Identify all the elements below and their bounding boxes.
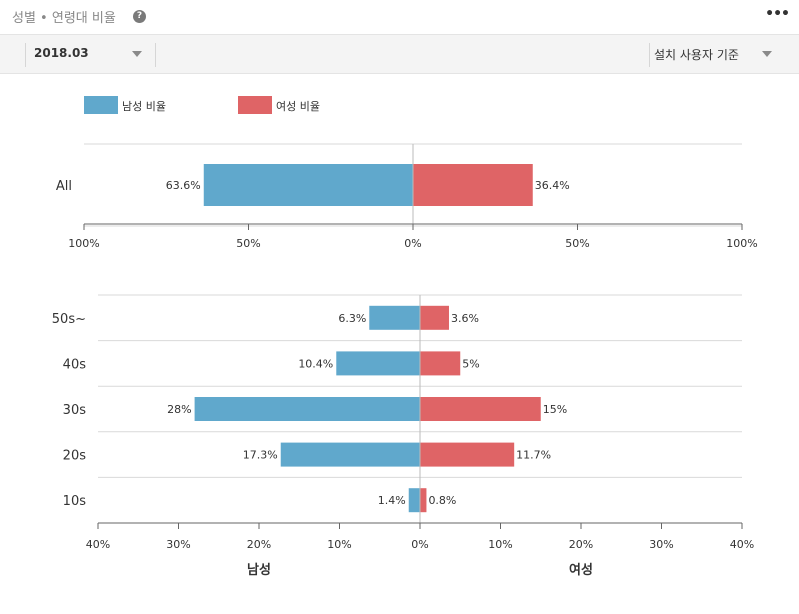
data-label-male: 28% <box>167 403 191 416</box>
x-tick-label: 0% <box>411 538 428 551</box>
data-label-female: 5% <box>462 357 479 370</box>
legend-swatch-male <box>84 96 118 114</box>
chevron-down-icon <box>762 51 772 57</box>
bar-male-50s~ <box>369 305 420 330</box>
toolbar-divider <box>649 43 650 67</box>
data-label-female: 15% <box>543 403 567 416</box>
category-label: 10s <box>63 494 87 509</box>
x-tick-label: 30% <box>166 538 190 551</box>
x-tick-label: 50% <box>565 237 589 250</box>
bar-male-20s <box>280 442 420 467</box>
legend-swatch-female <box>238 96 272 114</box>
date-select[interactable]: 2018.03 <box>26 35 154 73</box>
basis-select-value: 설치 사용자 기준 <box>654 48 739 62</box>
category-label: All <box>56 179 72 194</box>
x-tick-label: 40% <box>86 538 110 551</box>
filter-toolbar: 2018.03 설치 사용자 기준 <box>0 34 799 74</box>
toolbar-divider <box>155 43 156 67</box>
date-select-value: 2018.03 <box>34 46 89 60</box>
data-label-female: 3.6% <box>451 312 479 325</box>
bar-female-20s <box>420 442 515 467</box>
widget-header: 성별 • 연령대 비율 ? ••• <box>0 0 799 34</box>
data-label-male: 1.4% <box>378 494 406 507</box>
category-label: 20s <box>63 449 87 464</box>
help-icon[interactable]: ? <box>133 10 146 23</box>
axis-title-male: 남성 <box>247 562 271 578</box>
bar-male-All <box>203 164 413 206</box>
legend-label-male: 남성 비율 <box>122 100 166 113</box>
bar-male-40s <box>336 351 420 376</box>
x-tick-label: 100% <box>68 237 99 250</box>
bar-female-40s <box>420 351 461 376</box>
x-tick-label: 20% <box>569 538 593 551</box>
widget-title: 성별 • 연령대 비율 <box>12 11 116 26</box>
x-tick-label: 50% <box>236 237 260 250</box>
x-tick-label: 10% <box>488 538 512 551</box>
x-tick-label: 0% <box>404 237 421 250</box>
data-label-male: 6.3% <box>338 312 366 325</box>
toolbar-divider <box>25 43 26 67</box>
data-label-male: 17.3% <box>243 449 278 462</box>
legend-label-female: 여성 비율 <box>276 100 320 113</box>
bar-female-10s <box>420 488 427 513</box>
more-options-icon[interactable]: ••• <box>765 6 790 22</box>
bar-male-10s <box>408 488 420 513</box>
axis-title-female: 여성 <box>569 562 593 578</box>
basis-select[interactable]: 설치 사용자 기준 <box>650 35 780 73</box>
x-tick-label: 40% <box>730 538 754 551</box>
data-label-female: 11.7% <box>516 449 551 462</box>
data-label-male: 63.6% <box>166 179 201 192</box>
category-label: 50s~ <box>52 312 86 327</box>
x-tick-label: 100% <box>726 237 757 250</box>
x-tick-label: 30% <box>649 538 673 551</box>
category-label: 30s <box>63 403 87 418</box>
data-label-female: 36.4% <box>535 179 570 192</box>
data-label-female: 0.8% <box>428 494 456 507</box>
x-tick-label: 20% <box>247 538 271 551</box>
data-label-male: 10.4% <box>298 357 333 370</box>
chevron-down-icon <box>132 51 142 57</box>
bar-male-30s <box>194 397 420 421</box>
bar-female-50s~ <box>420 305 449 330</box>
bar-female-30s <box>420 397 541 421</box>
x-tick-label: 10% <box>327 538 351 551</box>
bar-female-All <box>413 164 533 206</box>
category-label: 40s <box>63 357 87 372</box>
